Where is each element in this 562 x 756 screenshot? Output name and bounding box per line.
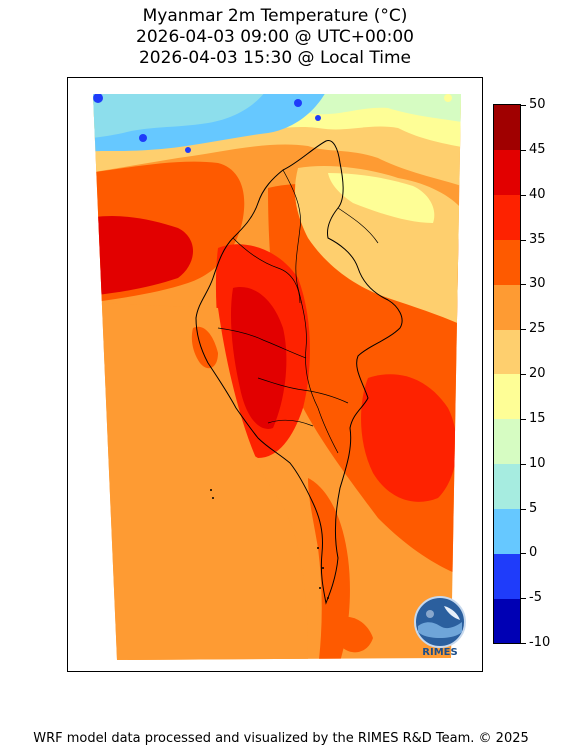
title-line-2: 2026-04-03 09:00 @ UTC+00:00 xyxy=(136,27,414,47)
colorbar-segment xyxy=(494,149,520,196)
colorbar-tick xyxy=(521,463,526,465)
colorbar-tick xyxy=(521,374,526,375)
colorbar-tick xyxy=(521,239,526,241)
colorbar-tick-label: 15 xyxy=(529,410,546,426)
title-line-1: Myanmar 2m Temperature (°C) xyxy=(142,6,408,26)
colorbar-tick xyxy=(521,194,526,196)
colorbar-segment xyxy=(494,418,520,465)
map-panel xyxy=(67,77,483,672)
colorbar-tick-label: 35 xyxy=(529,231,546,247)
colorbar-tick xyxy=(521,418,526,420)
colorbar-segment xyxy=(494,329,520,375)
colorbar-tick-label: 5 xyxy=(529,500,538,516)
colorbar-segment xyxy=(494,508,520,554)
colorbar-tick xyxy=(521,643,526,644)
colorbar-tick-label: 25 xyxy=(529,321,546,337)
colorbar-segment xyxy=(494,284,520,330)
rimes-globe-logo-icon xyxy=(414,596,466,648)
colorbar-tick-label: 40 xyxy=(529,186,546,202)
colorbar-tick-label: 30 xyxy=(529,276,546,292)
temperature-field xyxy=(93,94,461,660)
colorbar-tick xyxy=(521,508,526,510)
colorbar-tick xyxy=(521,553,526,555)
colorbar-tick-label: 0 xyxy=(529,545,538,561)
colorbar-tick xyxy=(521,149,526,151)
logo-label: RIMES xyxy=(422,647,458,658)
colorbar-segment xyxy=(494,374,520,420)
map-title: Myanmar 2m Temperature (°C) 2026-04-03 0… xyxy=(0,6,550,69)
colorbar-tick-label: 20 xyxy=(529,366,546,381)
colorbar-segment xyxy=(494,553,520,599)
footer-credit: WRF model data processed and visualized … xyxy=(33,731,529,746)
colorbar-segment xyxy=(494,463,520,509)
colorbar-tick-label: 50 xyxy=(529,97,546,112)
colorbar-tick-label: 10 xyxy=(529,455,546,471)
colorbar-tick-label: -5 xyxy=(529,590,542,606)
colorbar-segment xyxy=(494,598,520,644)
temperature-colorbar xyxy=(493,104,521,644)
colorbar-tick xyxy=(521,598,526,600)
colorbar-tick-label: -10 xyxy=(529,635,551,650)
temperature-map xyxy=(93,94,461,660)
colorbar-tick xyxy=(521,105,526,106)
colorbar-segment xyxy=(494,105,520,151)
colorbar-tick-label: 45 xyxy=(529,141,546,157)
title-line-3: 2026-04-03 15:30 @ Local Time xyxy=(138,48,412,68)
colorbar-tick xyxy=(521,329,526,331)
colorbar-tick xyxy=(521,284,526,286)
rimes-logo: RIMES xyxy=(408,592,472,660)
colorbar-segment xyxy=(494,239,520,285)
colorbar-segment xyxy=(494,194,520,240)
